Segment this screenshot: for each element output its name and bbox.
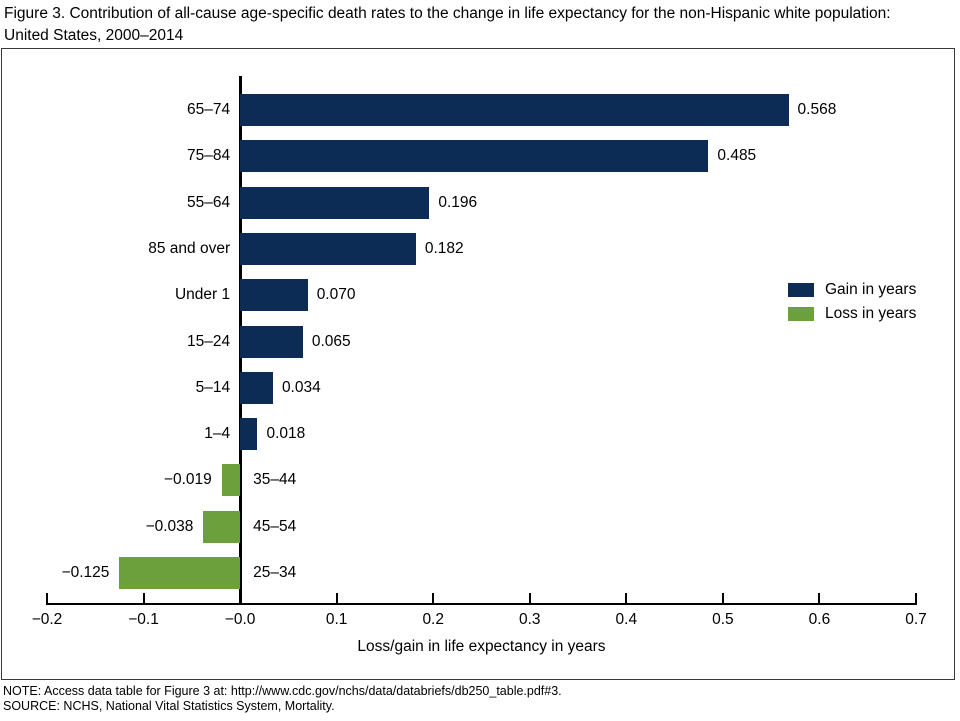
x-tick-label: −0.0 — [224, 611, 256, 628]
x-tick-label: 0.1 — [325, 611, 348, 628]
x-tick — [335, 593, 338, 603]
bar-25-34 — [119, 557, 241, 589]
bar-65-74 — [240, 94, 789, 126]
plot-area: Loss/gain in life expectancy in years Ga… — [2, 49, 954, 679]
value-label: −0.019 — [163, 471, 212, 489]
x-tick — [432, 593, 435, 603]
x-tick — [818, 593, 821, 603]
bar-35-44 — [221, 464, 241, 497]
value-label: 0.196 — [438, 193, 478, 211]
category-label: Under 1 — [174, 286, 231, 304]
x-tick — [625, 593, 628, 603]
x-tick-label: 0.3 — [518, 611, 541, 628]
value-label: 0.070 — [316, 286, 356, 304]
category-label: 25–34 — [253, 564, 297, 581]
x-tick-label: −0.2 — [31, 611, 63, 628]
legend-label: Gain in years — [825, 281, 917, 298]
value-label: 0.485 — [717, 147, 757, 165]
x-axis-line — [46, 603, 917, 605]
value-label: 0.065 — [311, 332, 351, 350]
x-tick-label: 0.6 — [808, 611, 831, 628]
x-tick-label: −0.1 — [128, 611, 159, 628]
category-label: 65–74 — [187, 101, 231, 118]
x-tick-label: 0.5 — [712, 611, 734, 628]
value-label: 0.568 — [797, 101, 837, 118]
x-tick-label: 0.7 — [905, 611, 927, 628]
value-label: −0.038 — [145, 517, 194, 535]
x-axis-title: Loss/gain in life expectancy in years — [357, 638, 606, 655]
x-tick-label: 0.4 — [615, 611, 638, 628]
category-label: 85 and over — [148, 239, 231, 257]
note-text: NOTE: Access data table for Figure 3 at:… — [3, 684, 562, 698]
x-tick — [528, 593, 531, 603]
bar-75-84 — [240, 140, 709, 173]
x-tick — [915, 593, 917, 603]
bar-45-54 — [203, 510, 241, 543]
source-text: SOURCE: NCHS, National Vital Statistics … — [3, 699, 335, 713]
bar-55-64 — [240, 186, 430, 219]
category-label: 45–54 — [253, 517, 297, 535]
x-tick — [46, 593, 48, 603]
category-label: 35–44 — [253, 471, 297, 489]
category-label: 55–64 — [187, 193, 231, 211]
category-label: 5–14 — [195, 378, 231, 396]
category-label: 1–4 — [204, 425, 231, 443]
value-label: −0.125 — [61, 564, 110, 581]
x-tick — [142, 593, 145, 603]
bar-15-24 — [240, 325, 303, 358]
legend-label: Loss in years — [825, 305, 917, 322]
x-tick — [721, 593, 724, 603]
category-label: 15–24 — [187, 332, 231, 350]
value-label: 0.034 — [281, 378, 321, 396]
legend-swatch-icon — [788, 307, 814, 321]
value-label: 0.018 — [266, 425, 306, 443]
bar-under-1 — [240, 279, 308, 312]
x-tick-label: 0.2 — [422, 611, 444, 628]
legend: Gain in years Loss in years — [788, 278, 916, 326]
legend-row: Gain in years — [788, 278, 916, 302]
category-label: 75–84 — [187, 147, 231, 165]
chart-frame: Loss/gain in life expectancy in years Ga… — [1, 48, 955, 680]
legend-row: Loss in years — [788, 302, 916, 326]
legend-swatch-icon — [788, 283, 814, 297]
figure-title: Figure 3. Contribution of all-cause age-… — [4, 5, 891, 44]
bar-5-14 — [240, 371, 273, 404]
value-label: 0.182 — [424, 239, 464, 257]
bar-1-4 — [240, 418, 258, 451]
bar-85-and-over — [240, 232, 416, 265]
